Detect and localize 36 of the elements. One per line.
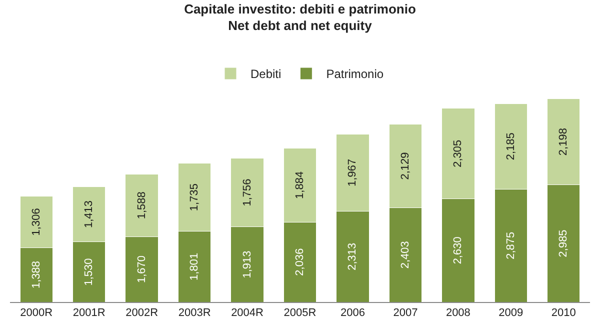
data-label: 1,913 — [241, 250, 254, 278]
x-tick-label: 2008 — [446, 307, 470, 320]
data-label: 1,530 — [83, 258, 96, 286]
x-tick-label: 2001R — [72, 307, 106, 320]
x-tick-label: 2009 — [498, 307, 524, 320]
data-label: 2,875 — [504, 232, 517, 260]
data-label: 1,801 — [188, 252, 201, 280]
data-label: 2,198 — [558, 128, 570, 156]
x-tick-label: 2000R — [20, 307, 53, 320]
data-label: 1,967 — [346, 158, 359, 186]
data-label: 2,129 — [399, 152, 412, 180]
data-label: 2,036 — [294, 248, 306, 276]
x-tick-label: 2004R — [231, 307, 264, 320]
data-label: 1,413 — [83, 200, 96, 228]
data-label: 1,884 — [294, 171, 306, 199]
legend-label: Debiti — [250, 67, 282, 82]
legend-label: Patrimonio — [326, 67, 384, 82]
data-label: 1,588 — [136, 192, 148, 220]
data-label: 2,403 — [399, 241, 412, 269]
data-label: 1,306 — [30, 208, 42, 236]
x-tick-label: 2007 — [393, 307, 418, 320]
data-label: 2,630 — [452, 236, 464, 264]
data-label: 2,313 — [346, 242, 359, 270]
data-label: 2,985 — [558, 230, 570, 258]
data-label: 2,185 — [504, 132, 517, 160]
data-label: 1,388 — [30, 261, 42, 289]
x-tick-label: 2010 — [551, 307, 576, 320]
x-tick-label: 2006 — [340, 307, 365, 320]
data-label: 1,735 — [188, 184, 201, 212]
data-label: 1,756 — [241, 178, 254, 206]
x-tick-label: 2005R — [284, 307, 316, 320]
data-label: 1,670 — [136, 255, 148, 284]
chart-title: Capitale investito: debiti e patrimonio Net debt and net equity — [184, 1, 416, 34]
data-label: 2,305 — [452, 140, 464, 168]
x-tick-label: 2003R — [178, 307, 211, 320]
x-tick-label: 2002R — [126, 307, 158, 320]
